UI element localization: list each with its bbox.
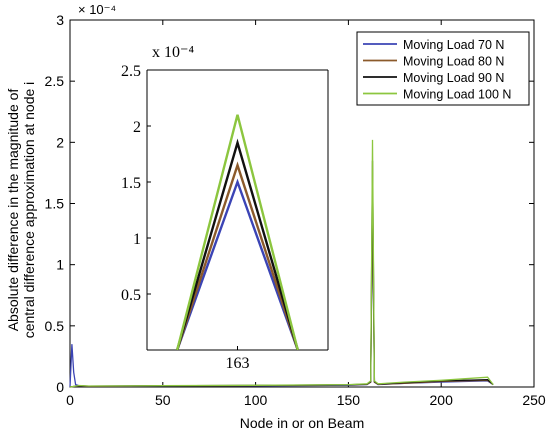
y-axis-label: Absolute difference in the magnitude ofc…: [5, 82, 37, 339]
y-tick-label: 0: [56, 379, 64, 395]
x-tick-label: 200: [430, 392, 454, 408]
x-tick-label: 100: [244, 392, 268, 408]
x-tick-label: 250: [522, 392, 546, 408]
y-axis-label-line2: central difference approximation at node…: [21, 82, 37, 339]
inset-y-tick-label: 2: [133, 119, 141, 136]
inset-y-tick-label: 0.5: [121, 287, 141, 304]
y-axis-label-line1: Absolute difference in the magnitude of: [5, 89, 21, 332]
x-tick-label: 0: [66, 392, 74, 408]
y-tick-label: 1.5: [45, 196, 65, 212]
inset-series-line: [176, 114, 299, 350]
inset-background: [147, 70, 328, 350]
legend-label: Moving Load 80 N: [403, 55, 504, 69]
y-tick-label: 2: [56, 134, 64, 150]
y-tick-label: 0.5: [45, 318, 65, 334]
legend-label: Moving Load 90 N: [403, 71, 504, 85]
inset-y-tick-label: 2.5: [121, 63, 141, 80]
y-exponent-label: × 10⁻⁴: [78, 2, 116, 17]
inset-exponent-label: x 10⁻⁴: [152, 44, 194, 61]
inset-plot: 0.5 1 1.5 2 2.5 163 x 10⁻⁴: [121, 44, 329, 372]
legend: Moving Load 70 N Moving Load 80 N Moving L…: [356, 31, 530, 106]
legend-label: Moving Load 70 N: [403, 38, 504, 52]
inset-y-tick-label: 1.5: [121, 175, 141, 192]
x-axis-label: Node in or on Beam: [240, 415, 365, 431]
x-tick-label: 150: [337, 392, 361, 408]
series-line: [69, 139, 494, 388]
y-tick-label: 1: [56, 257, 64, 273]
legend-label: Moving Load 100 N: [403, 88, 511, 102]
inset-series-line: [176, 138, 299, 350]
inset-y-tick-label: 1: [133, 231, 141, 248]
inset-series-line: [176, 178, 299, 350]
x-tick-label: 50: [155, 392, 171, 408]
inset-x-tick-label: 163: [226, 355, 250, 372]
inset-series-line: [176, 161, 299, 350]
y-tick-label: 3: [56, 12, 64, 28]
inset-series-group: [176, 114, 299, 350]
y-tick-label: 2.5: [45, 73, 65, 89]
